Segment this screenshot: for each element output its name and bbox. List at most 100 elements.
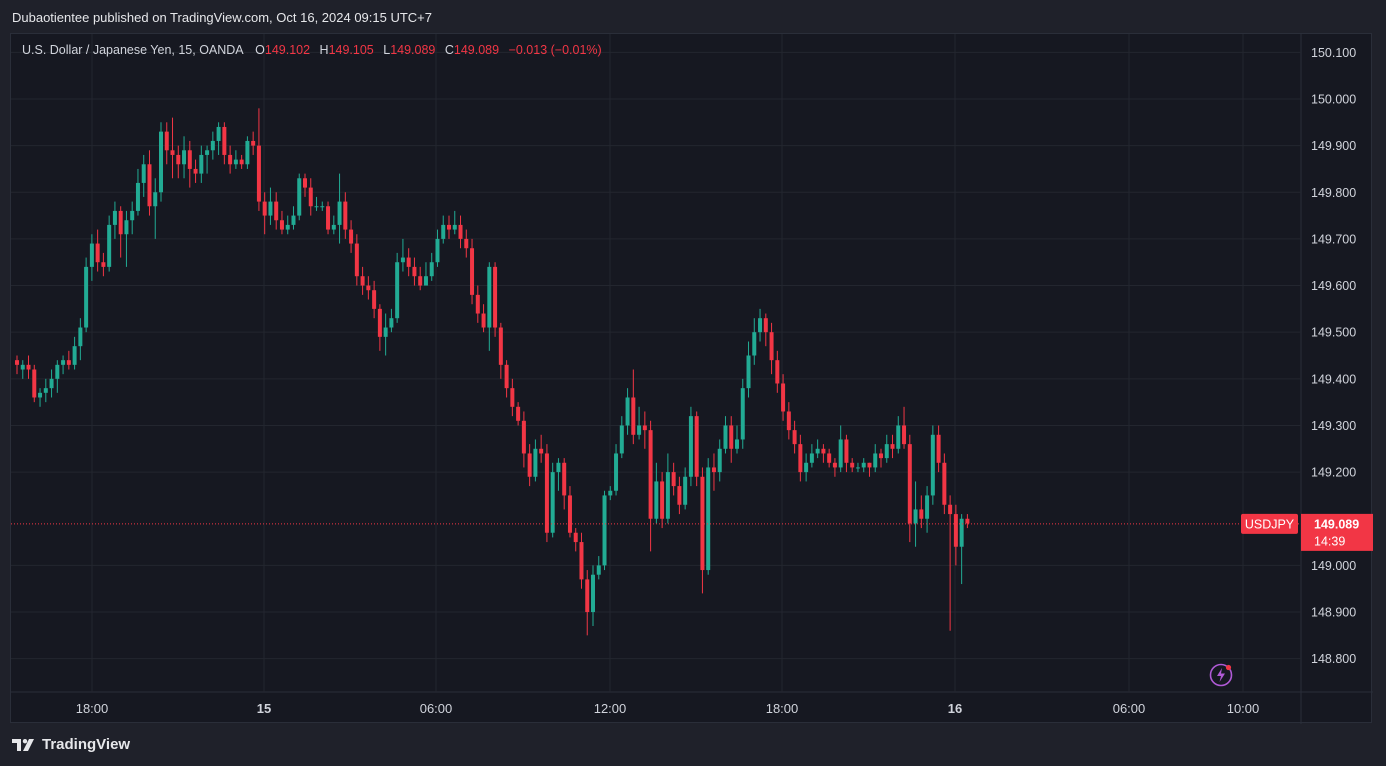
candle xyxy=(533,439,538,482)
candle xyxy=(251,131,256,155)
open-value: 149.102 xyxy=(264,43,311,57)
candle-body xyxy=(907,444,912,524)
candle-body xyxy=(395,262,400,319)
candle xyxy=(948,495,953,631)
candle xyxy=(493,262,498,337)
candle-body xyxy=(135,182,140,211)
candle xyxy=(700,467,705,594)
candlestick-chart[interactable]: 150.100 150.000 149.900 149.800 149.700 149.6… xyxy=(11,34,1373,724)
y-tick-label: 149.500 xyxy=(1311,326,1356,340)
candle-body xyxy=(625,397,630,426)
candle xyxy=(660,472,665,529)
candle xyxy=(769,322,774,375)
x-tick-label: 12:00 xyxy=(594,701,627,716)
candle-body xyxy=(372,290,377,309)
candle xyxy=(164,122,169,165)
candle-body xyxy=(740,388,745,440)
candle-body xyxy=(187,150,192,169)
candle-body xyxy=(435,238,440,263)
candle xyxy=(72,336,77,370)
candle-body xyxy=(902,425,907,445)
candle xyxy=(781,374,786,421)
candle-body xyxy=(781,383,786,412)
candle-body xyxy=(112,210,117,225)
candle xyxy=(913,481,918,547)
candle xyxy=(809,444,814,468)
candle-body xyxy=(567,495,572,533)
candle xyxy=(896,416,901,454)
candle-body xyxy=(412,266,417,277)
candle xyxy=(187,140,192,188)
bar-countdown: 14:39 xyxy=(1314,534,1345,548)
price-tag-bg xyxy=(1301,513,1373,551)
candle xyxy=(884,434,889,463)
candle xyxy=(711,453,716,491)
candle-body xyxy=(147,164,152,207)
candle-body xyxy=(786,411,791,431)
candle xyxy=(78,318,83,361)
candle-body xyxy=(182,150,187,165)
candle-body xyxy=(331,224,336,230)
candle xyxy=(199,145,204,183)
candle-body xyxy=(464,238,469,249)
chart-panel[interactable]: 150.100 150.000 149.900 149.800 149.700 149.6… xyxy=(10,33,1373,724)
candle xyxy=(395,252,400,323)
candle xyxy=(902,406,907,449)
candle-body xyxy=(631,397,636,435)
candle xyxy=(619,416,624,459)
candle-body xyxy=(326,206,331,230)
candle-body xyxy=(591,574,595,613)
candle-body xyxy=(43,388,48,393)
candle-body xyxy=(573,532,578,543)
candle xyxy=(38,388,43,407)
candle-body xyxy=(792,430,797,445)
candle xyxy=(447,215,451,239)
candle xyxy=(637,406,642,440)
candle-body xyxy=(936,434,941,463)
candle-body xyxy=(873,453,878,468)
candle-body xyxy=(95,243,100,263)
candle xyxy=(49,369,54,398)
candle-body xyxy=(233,159,238,165)
candle-body xyxy=(850,462,855,468)
candle xyxy=(423,262,428,286)
candle-body xyxy=(26,364,31,370)
candle-body xyxy=(20,364,25,370)
candle-body xyxy=(32,369,37,398)
candle xyxy=(965,514,970,529)
candle-body xyxy=(683,476,688,505)
candle-body xyxy=(153,192,158,207)
candle xyxy=(256,108,261,211)
candle-body xyxy=(256,145,261,202)
x-tick-label: 18:00 xyxy=(76,701,109,716)
candle-body xyxy=(562,462,567,496)
tradingview-logo-icon xyxy=(12,738,34,751)
candle-body xyxy=(665,472,670,519)
candle-body xyxy=(406,257,411,267)
candle-body xyxy=(349,229,354,244)
candle xyxy=(26,355,31,379)
candle-body xyxy=(746,355,751,389)
candle-body xyxy=(210,140,215,151)
candle xyxy=(95,229,100,272)
candle xyxy=(815,439,820,459)
candle xyxy=(740,378,745,449)
alert-lightning-icon[interactable] xyxy=(1209,663,1233,687)
candle-body xyxy=(844,439,849,463)
symbol-description[interactable]: U.S. Dollar / Japanese Yen, 15, OANDA xyxy=(22,43,244,57)
candle xyxy=(665,453,670,524)
candle-body xyxy=(510,388,515,407)
candle-body xyxy=(141,164,146,183)
candle-body xyxy=(965,518,970,524)
candle-body xyxy=(458,224,463,239)
candle xyxy=(487,262,492,351)
candle-body xyxy=(487,266,492,328)
candle xyxy=(855,462,860,473)
candle-body xyxy=(798,444,803,473)
candle-body xyxy=(809,453,814,463)
candle-body xyxy=(377,308,382,337)
tradingview-logo[interactable]: TradingView xyxy=(12,736,130,753)
y-tick-label: 150.100 xyxy=(1311,46,1356,60)
candle xyxy=(326,201,331,235)
candle xyxy=(418,266,423,291)
